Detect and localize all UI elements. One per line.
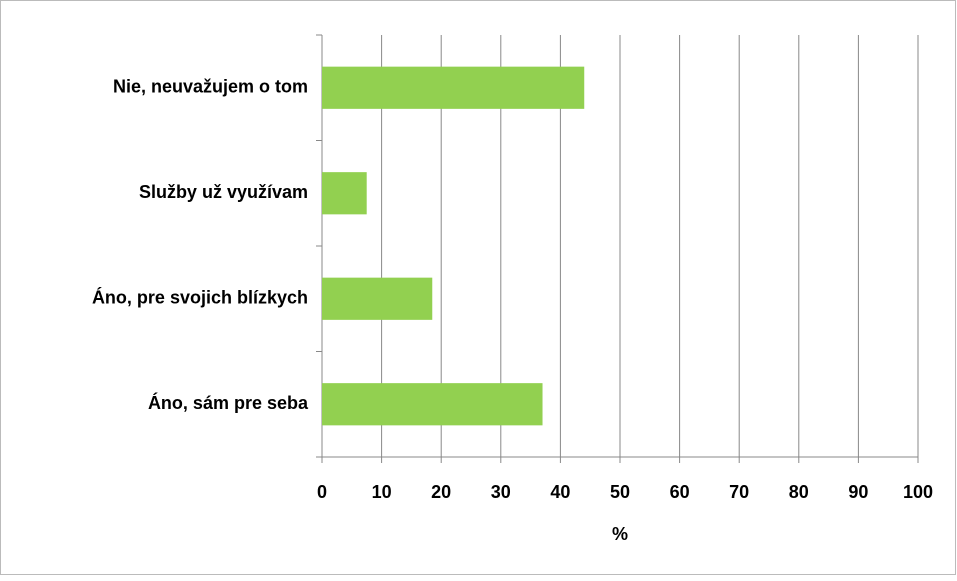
y-tick-label: Služby už využívam xyxy=(139,182,308,202)
x-tick-label: 80 xyxy=(789,482,809,502)
y-tick-label: Nie, neuvažujem o tom xyxy=(113,77,308,97)
x-tick-label: 50 xyxy=(610,482,630,502)
x-tick-label: 70 xyxy=(729,482,749,502)
x-axis-title: % xyxy=(612,524,628,544)
x-tick-label: 0 xyxy=(317,482,327,502)
bar xyxy=(322,383,543,426)
y-tick-label: Áno, pre svojich blízkych xyxy=(92,287,308,308)
x-tick-label: 20 xyxy=(431,482,451,502)
bar xyxy=(322,277,433,320)
bar xyxy=(322,172,367,215)
x-tick-label: 100 xyxy=(903,482,933,502)
x-tick-label: 60 xyxy=(670,482,690,502)
bar xyxy=(322,66,585,109)
x-tick-label: 30 xyxy=(491,482,511,502)
x-tick-label: 40 xyxy=(550,482,570,502)
y-tick-label: Áno, sám pre seba xyxy=(148,392,309,413)
x-tick-label: 10 xyxy=(372,482,392,502)
x-tick-label: 90 xyxy=(848,482,868,502)
